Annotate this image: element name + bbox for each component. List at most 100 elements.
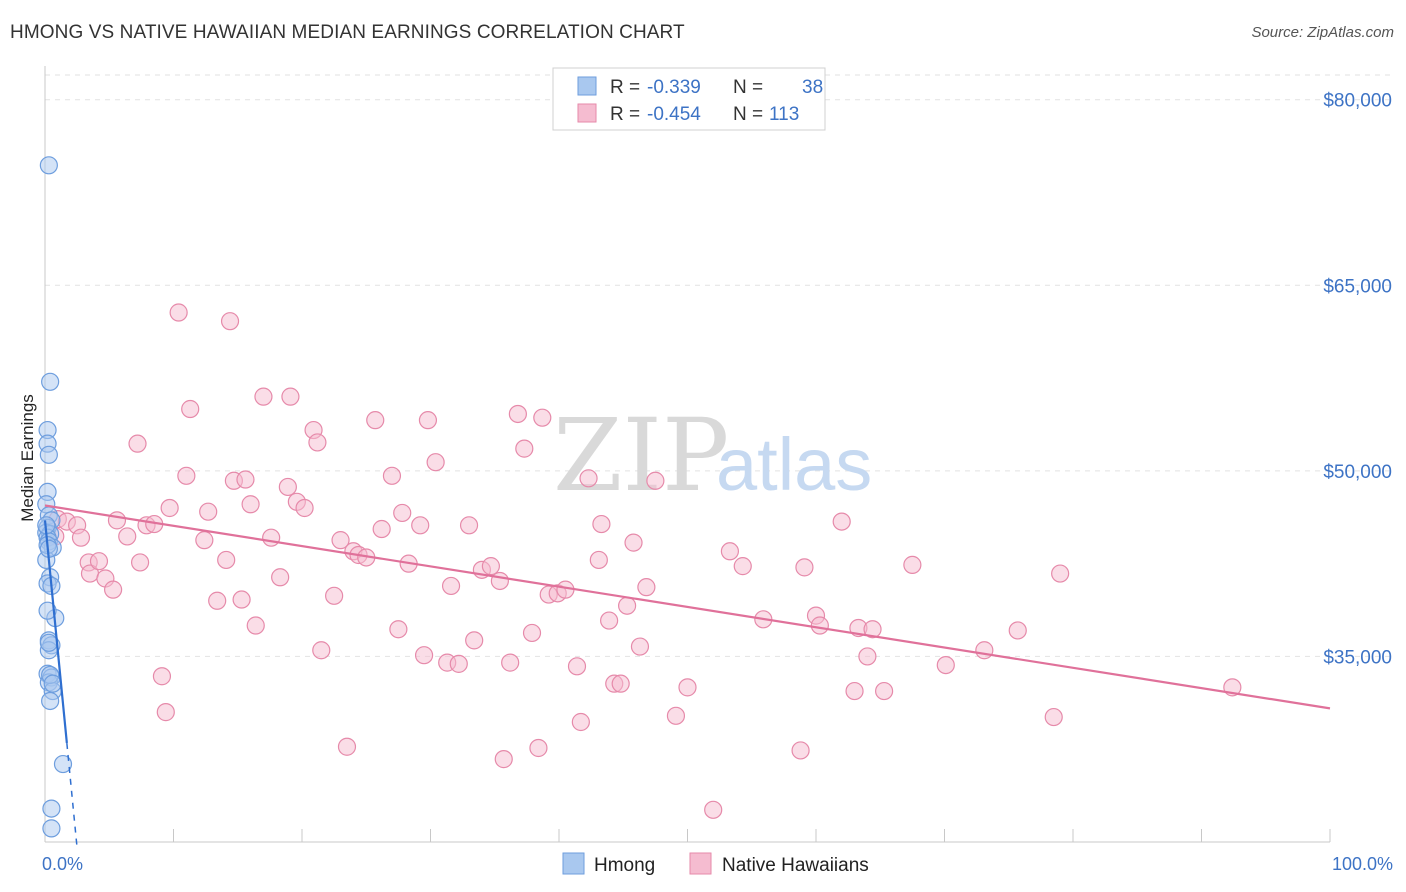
data-point-native-hawaiians xyxy=(494,750,513,769)
data-point-native-hawaiians xyxy=(246,616,265,635)
data-point-native-hawaiians xyxy=(795,558,814,577)
data-point-native-hawaiians xyxy=(337,737,357,756)
y-axis-label: Median Earnings xyxy=(18,394,37,522)
data-point-native-hawaiians xyxy=(208,591,227,610)
stats-r-label-native-hawaiians: R = xyxy=(610,104,640,125)
data-point-native-hawaiians xyxy=(331,531,350,550)
stats-n-label-hmong: N = xyxy=(733,77,763,98)
data-point-native-hawaiians xyxy=(666,706,686,725)
data-point-native-hawaiians xyxy=(567,657,587,676)
data-point-native-hawaiians xyxy=(366,411,385,430)
data-point-native-hawaiians xyxy=(281,387,300,406)
data-point-native-hawaiians xyxy=(720,542,740,561)
data-point-native-hawaiians xyxy=(89,552,109,571)
data-point-native-hawaiians xyxy=(975,641,994,660)
data-point-native-hawaiians xyxy=(271,568,290,587)
data-point-native-hawaiians xyxy=(130,553,150,572)
data-point-native-hawaiians xyxy=(501,653,520,672)
data-point-native-hawaiians xyxy=(522,623,542,643)
data-point-native-hawaiians xyxy=(465,631,484,650)
data-point-native-hawaiians xyxy=(372,519,391,539)
data-point-native-hawaiians xyxy=(325,586,344,605)
data-point-hmong xyxy=(42,819,61,838)
data-point-native-hawaiians xyxy=(810,616,829,635)
data-point-native-hawaiians xyxy=(733,557,752,576)
data-point-native-hawaiians xyxy=(254,387,273,406)
data-point-native-hawaiians xyxy=(382,466,402,485)
data-point-hmong xyxy=(41,691,60,711)
data-point-native-hawaiians xyxy=(104,580,123,599)
data-point-native-hawaiians xyxy=(169,303,188,322)
data-point-native-hawaiians xyxy=(312,641,331,660)
data-point-native-hawaiians xyxy=(262,528,281,547)
data-point-native-hawaiians xyxy=(128,434,147,453)
stats-r-label-hmong: R = xyxy=(610,77,640,98)
data-point-native-hawaiians xyxy=(624,533,643,552)
y-tick-label: $65,000 xyxy=(1323,276,1392,297)
data-point-native-hawaiians xyxy=(1051,564,1070,583)
trend-line-hmong xyxy=(43,520,68,744)
data-point-native-hawaiians xyxy=(199,502,218,521)
trend-layer xyxy=(43,504,1331,849)
data-point-native-hawaiians xyxy=(571,712,590,732)
bottom-legend-label-native-hawaiians[interactable]: Native Hawaiians xyxy=(722,855,869,876)
data-point-native-hawaiians xyxy=(236,470,255,489)
data-point-native-hawaiians xyxy=(490,571,509,591)
data-point-native-hawaiians xyxy=(118,527,137,546)
data-point-native-hawaiians xyxy=(220,312,240,331)
data-point-native-hawaiians xyxy=(459,516,479,535)
data-point-native-hawaiians xyxy=(858,647,877,666)
data-point-native-hawaiians xyxy=(863,620,882,639)
data-point-native-hawaiians xyxy=(308,433,327,452)
stats-n-value-native-hawaiians: 113 xyxy=(769,104,799,125)
data-point-native-hawaiians xyxy=(646,471,665,490)
watermark: ZIP atlas xyxy=(553,397,872,514)
bottom-legend-swatch-hmong[interactable] xyxy=(562,852,585,875)
data-point-native-hawaiians xyxy=(278,477,297,497)
data-point-native-hawaiians xyxy=(389,620,408,639)
stats-n-label-native-hawaiians: N = xyxy=(733,104,763,125)
data-point-native-hawaiians xyxy=(177,466,196,485)
watermark-zip: ZIP xyxy=(553,397,729,514)
data-point-native-hawaiians xyxy=(508,404,527,424)
data-point-native-hawaiians xyxy=(704,800,723,819)
data-point-native-hawaiians xyxy=(600,611,619,630)
data-point-hmong xyxy=(38,601,57,620)
x-tick-label-max: 100.0% xyxy=(1332,854,1393,874)
data-point-native-hawaiians xyxy=(1008,621,1027,640)
data-point-native-hawaiians xyxy=(217,550,236,570)
data-point-native-hawaiians xyxy=(1044,707,1063,727)
data-point-native-hawaiians xyxy=(152,667,172,686)
trend-line-hmong-extension xyxy=(66,742,78,849)
data-point-native-hawaiians xyxy=(529,738,548,758)
data-point-hmong xyxy=(53,754,73,774)
data-point-native-hawaiians xyxy=(832,512,851,531)
data-point-native-hawaiians xyxy=(903,555,922,574)
stats-legend-box xyxy=(552,67,826,131)
x-tick-label-min: 0.0% xyxy=(42,854,83,874)
data-point-hmong xyxy=(43,674,62,693)
y-tick-label: $35,000 xyxy=(1323,647,1392,668)
data-point-native-hawaiians xyxy=(449,654,468,673)
data-point-native-hawaiians xyxy=(611,674,630,693)
data-point-native-hawaiians xyxy=(181,399,200,419)
bottom-legend-swatch-native-hawaiians[interactable] xyxy=(689,852,712,875)
data-point-native-hawaiians xyxy=(533,408,552,427)
data-point-native-hawaiians xyxy=(195,531,214,550)
y-tick-label: $50,000 xyxy=(1323,462,1392,483)
data-point-native-hawaiians xyxy=(295,498,314,518)
chart-source: Source: ZipAtlas.com xyxy=(1251,24,1394,41)
data-point-native-hawaiians xyxy=(845,681,864,701)
chart-title: HMONG VS NATIVE HAWAIIAN MEDIAN EARNINGS… xyxy=(10,22,685,43)
data-point-native-hawaiians xyxy=(156,703,175,722)
stats-swatch-hmong xyxy=(577,76,597,96)
data-point-native-hawaiians xyxy=(441,576,461,596)
stats-r-value-native-hawaiians: -0.454 xyxy=(647,104,701,125)
stats-n-value-hmong: 38 xyxy=(802,77,823,98)
data-point-native-hawaiians xyxy=(481,557,500,576)
bottom-legend[interactable]: Hmong Native Hawaiians xyxy=(562,852,869,876)
data-point-native-hawaiians xyxy=(71,528,91,547)
data-point-native-hawaiians xyxy=(426,453,445,472)
bottom-legend-label-hmong[interactable]: Hmong xyxy=(594,855,655,876)
